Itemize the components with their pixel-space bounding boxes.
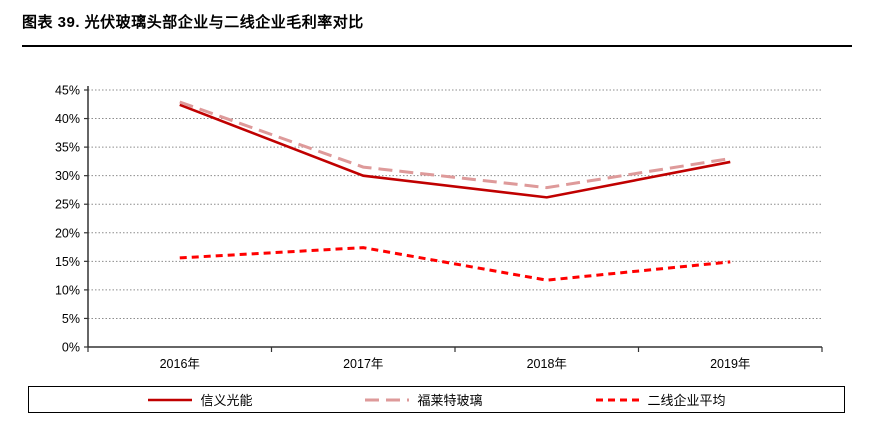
y-tick-label: 25% — [55, 198, 80, 212]
legend-item-2: 福莱特玻璃 — [364, 390, 483, 409]
x-tick-label: 2019年 — [710, 357, 750, 371]
y-tick-label: 0% — [62, 341, 80, 355]
legend-label: 福莱特玻璃 — [417, 393, 483, 408]
y-tick-label: 35% — [55, 141, 80, 155]
x-tick-label: 2017年 — [343, 357, 383, 371]
y-tick-label: 5% — [62, 312, 80, 326]
y-tick-label: 20% — [55, 226, 80, 240]
x-tick-label: 2018年 — [527, 357, 567, 371]
legend-line-swatch — [595, 398, 640, 401]
series-line-3 — [179, 246, 731, 282]
y-tick-label: 10% — [55, 283, 80, 297]
series-line-1 — [179, 103, 731, 199]
legend-item-3: 二线企业平均 — [595, 390, 726, 409]
legend-label: 信义光能 — [200, 393, 253, 408]
series-line-2 — [179, 100, 731, 190]
legend-line-swatch — [148, 398, 193, 401]
y-tick-label: 15% — [55, 255, 80, 269]
chart-title: 图表 39. 光伏玻璃头部企业与二线企业毛利率对比 — [22, 14, 364, 31]
chart-legend: 信义光能 福莱特玻璃 二线企业平均 — [28, 386, 845, 413]
legend-label: 二线企业平均 — [647, 393, 726, 408]
legend-line-swatch — [365, 398, 410, 401]
legend-item-1: 信义光能 — [147, 390, 252, 409]
y-tick-label: 30% — [55, 169, 80, 183]
y-tick-label: 40% — [55, 112, 80, 126]
x-tick-label: 2016年 — [160, 357, 200, 371]
title-divider — [22, 45, 852, 47]
y-tick-label: 45% — [55, 84, 80, 98]
